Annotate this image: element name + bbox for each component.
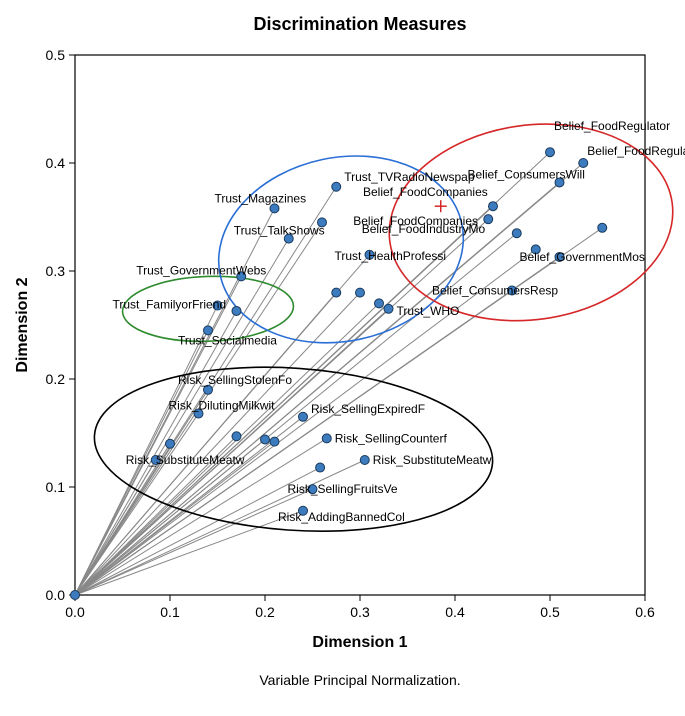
- data-point: [261, 435, 270, 444]
- x-tick-label: 0.5: [540, 604, 560, 620]
- data-point: [270, 437, 279, 446]
- x-tick-label: 0.2: [255, 604, 275, 620]
- data-point-label: Belief_ConsumersWill: [468, 167, 585, 181]
- x-tick-label: 0.3: [350, 604, 370, 620]
- data-point: [332, 182, 341, 191]
- discrimination-plot: Discrimination Measures 0.0 0.1 0.2 0.3 0.4 0.…: [0, 0, 685, 716]
- data-point-label: Risk_DilutingMilkwit: [169, 399, 276, 413]
- y-tick-label: 0.5: [46, 47, 66, 63]
- data-point: [356, 288, 365, 297]
- data-point-label: Belief_FoodRegulator: [554, 119, 670, 133]
- y-tick-label: 0.2: [46, 371, 66, 387]
- data-point-label: Risk_SellingExpiredF: [311, 402, 425, 416]
- data-point: [579, 159, 588, 168]
- y-tick-label: 0.4: [46, 155, 66, 171]
- data-point: [512, 229, 521, 238]
- data-point-label: Risk_SellingCounterf: [335, 431, 448, 445]
- chart-caption: Variable Principal Normalization.: [259, 672, 460, 688]
- chart-container: Discrimination Measures 0.0 0.1 0.2 0.3 0.4 0.…: [0, 0, 685, 716]
- data-point: [322, 434, 331, 443]
- data-point-label: Belief_FoodRegulator: [587, 144, 685, 158]
- data-point: [166, 439, 175, 448]
- data-point: [360, 456, 369, 465]
- data-point-label: Belief_GovernmentMos: [520, 250, 645, 264]
- data-point-label: Trust_TVRadioNewspap: [344, 170, 475, 184]
- x-tick-label: 0.1: [160, 604, 180, 620]
- data-point: [489, 202, 498, 211]
- data-point-label: Risk_SellingStolenFo: [178, 373, 292, 387]
- y-tick-label: 0.3: [46, 263, 66, 279]
- y-tick-label: 0.1: [46, 479, 66, 495]
- data-point: [232, 432, 241, 441]
- data-point-label: Trust_Socialmedia: [178, 333, 277, 347]
- data-point-label: Trust_FamilyorFriend: [113, 298, 227, 312]
- chart-title: Discrimination Measures: [253, 14, 466, 34]
- origin-marker: [71, 591, 80, 600]
- data-point-label: Trust_TalkShows: [234, 224, 325, 238]
- y-axis-label: Dimension 2: [14, 277, 31, 372]
- data-point: [299, 412, 308, 421]
- x-tick-label: 0.0: [65, 604, 85, 620]
- data-point-label: Risk_SubstituteMeatw: [126, 453, 245, 467]
- x-tick-label: 0.4: [445, 604, 465, 620]
- data-point-label: Trust_HealthProfessi: [335, 249, 447, 263]
- data-point: [232, 306, 241, 315]
- data-point: [316, 463, 325, 472]
- data-point: [384, 304, 393, 313]
- data-point: [375, 299, 384, 308]
- data-point: [598, 223, 607, 232]
- data-point-label: Risk_SubstituteMeatw: [373, 453, 492, 467]
- data-point-label: Trust_Magazines: [215, 191, 307, 205]
- data-point: [332, 288, 341, 297]
- data-point-label: Risk_SellingFruitsVe: [288, 482, 398, 496]
- x-tick-label: 0.6: [635, 604, 655, 620]
- data-point-label: Risk_AddingBannedCol: [278, 510, 405, 524]
- y-tick-label: 0.0: [46, 587, 66, 603]
- data-point-label: Belief_ConsumersResp: [432, 283, 558, 297]
- data-point-label: Belief_FoodCompanies: [363, 185, 488, 199]
- x-axis-label: Dimension 1: [312, 634, 407, 651]
- data-point-label: Trust_WHO: [397, 304, 460, 318]
- data-point: [546, 148, 555, 157]
- data-point-label: Trust_GovernmentWebs: [136, 263, 266, 277]
- data-point-label: Belief_FoodIndustryMo: [362, 222, 486, 236]
